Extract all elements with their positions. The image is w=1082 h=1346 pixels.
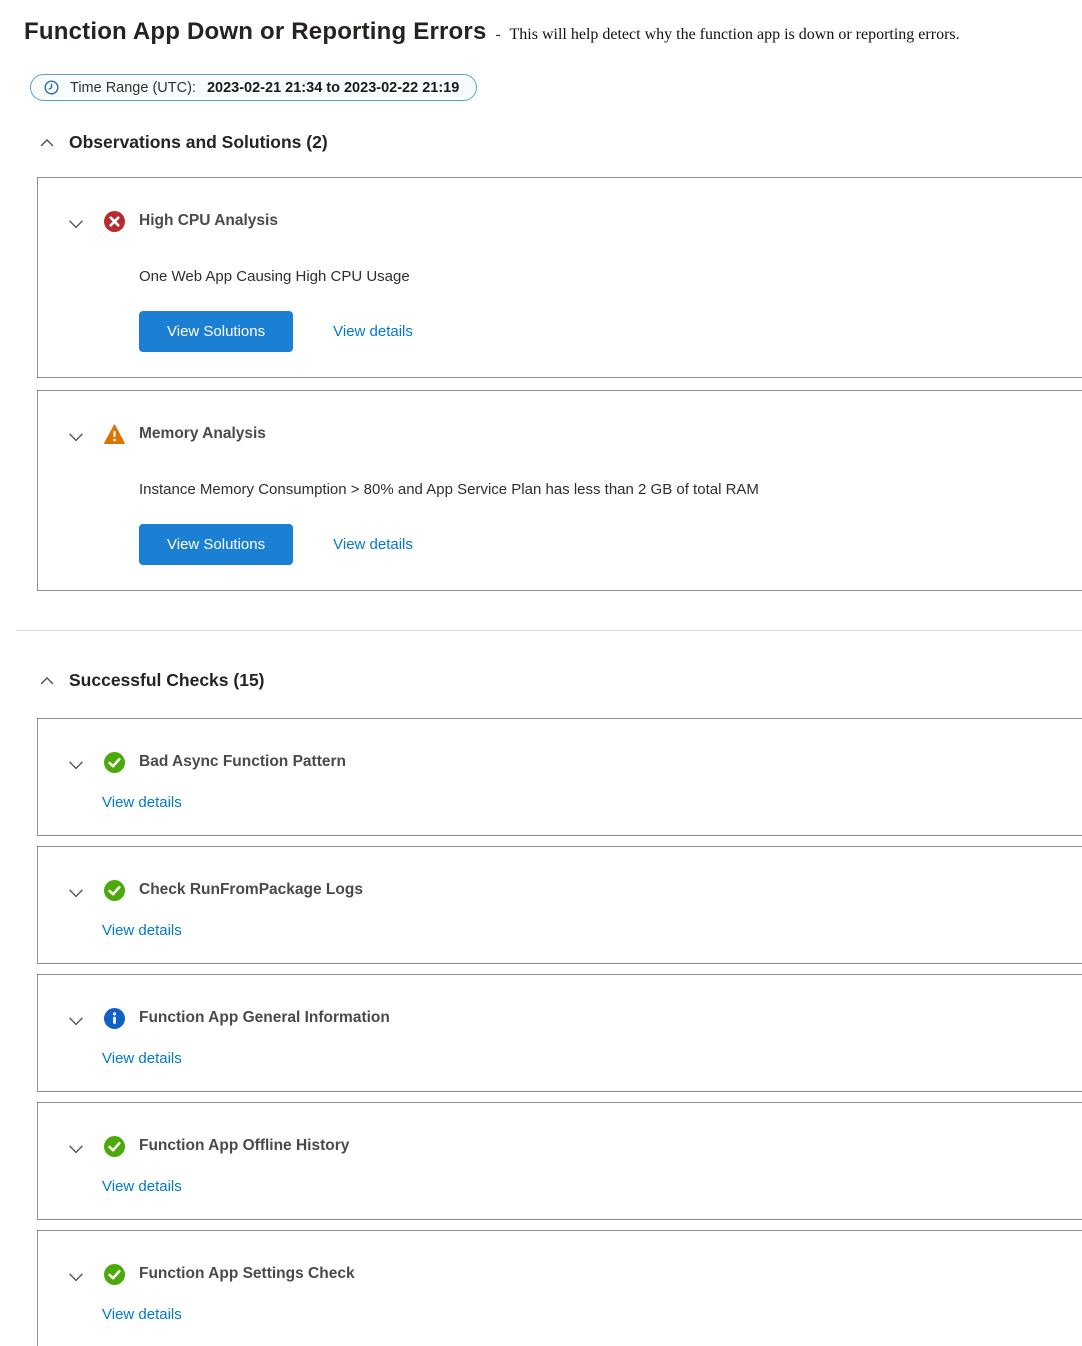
card-actions: View details [102,922,1082,939]
card-title: Function App Offline History [139,1137,350,1154]
page-title: Function App Down or Reporting Errors [24,18,487,45]
section-cards: High CPU Analysis One Web App Causing Hi… [37,177,1082,591]
card-actions: View details [102,794,1082,811]
card-actions: View details [102,1178,1082,1195]
section-divider [16,630,1082,631]
card-description: One Web App Causing High CPU Usage [139,268,410,285]
chevron-up-icon[interactable] [38,672,56,690]
check-card-success: Check RunFromPackage Logs View details [37,846,1082,964]
error-icon [104,210,125,232]
view-solutions-button[interactable]: View Solutions [139,524,294,565]
view-details-link[interactable]: View details [333,323,413,340]
section-successful-checks: Successful Checks (15) Bad Async Functio… [0,670,1082,1346]
card-header[interactable]: Function App General Information [66,1005,1082,1031]
card-actions: View details [102,1306,1082,1323]
chevron-down-icon[interactable] [66,427,86,447]
card-description: Instance Memory Consumption > 80% and Ap… [139,481,759,498]
card-title: High CPU Analysis [139,212,278,229]
check-card-success: Function App Settings Check View details [37,1230,1082,1346]
card-title: Memory Analysis [139,425,266,442]
view-details-link[interactable]: View details [102,1050,182,1067]
section-title: Observations and Solutions (2) [69,132,328,152]
card-header[interactable]: Function App Offline History [66,1133,1082,1159]
chevron-down-icon[interactable] [66,1267,86,1287]
page-header: Function App Down or Reporting Errors - … [24,18,1082,46]
view-details-link[interactable]: View details [102,922,182,939]
view-details-link[interactable]: View details [102,1178,182,1195]
clock-icon [44,80,59,95]
chevron-down-icon[interactable] [66,1011,86,1031]
section-header[interactable]: Successful Checks (15) [38,670,1082,691]
time-range-label: Time Range (UTC): [70,79,196,96]
card-title: Function App General Information [139,1009,390,1026]
info-icon [104,1007,125,1029]
card-header[interactable]: Function App Settings Check [66,1261,1082,1287]
sections-container: Observations and Solutions (2) High CPU … [0,132,1082,1346]
chevron-up-icon[interactable] [38,134,56,152]
section-title: Successful Checks (15) [69,670,265,690]
view-details-link[interactable]: View details [102,1306,182,1323]
card-header[interactable]: Memory Analysis [66,421,1082,447]
time-range-value: 2023-02-21 21:34 to 2023-02-22 21:19 [206,79,460,96]
card-title: Function App Settings Check [139,1265,355,1282]
card-header[interactable]: High CPU Analysis [66,208,1082,234]
section-observations: Observations and Solutions (2) High CPU … [0,132,1082,591]
page-subtitle: This will help detect why the function a… [509,26,960,43]
card-actions: View details [102,1050,1082,1067]
chevron-down-icon[interactable] [66,1139,86,1159]
card-header[interactable]: Check RunFromPackage Logs [66,877,1082,903]
section-header[interactable]: Observations and Solutions (2) [38,132,1082,153]
view-details-link[interactable]: View details [333,536,413,553]
success-icon [104,879,125,901]
warning-icon [104,424,125,445]
time-range-pill[interactable]: Time Range (UTC): 2023-02-21 21:34 to 20… [30,74,478,101]
card-title: Check RunFromPackage Logs [139,881,363,898]
card-actions: View Solutions View details [139,311,1082,352]
section-cards: Bad Async Function Pattern View details … [37,718,1082,1346]
card-header[interactable]: Bad Async Function Pattern [66,749,1082,775]
success-icon [104,1135,125,1157]
success-icon [104,1263,125,1285]
check-card-info: Function App General Information View de… [37,974,1082,1092]
view-details-link[interactable]: View details [102,794,182,811]
card-title: Bad Async Function Pattern [139,753,346,770]
card-actions: View Solutions View details [139,524,1082,565]
chevron-down-icon[interactable] [66,755,86,775]
check-card-success: Function App Offline History View detail… [37,1102,1082,1220]
view-solutions-button[interactable]: View Solutions [139,311,294,352]
check-card-warning: Memory Analysis Instance Memory Consumpt… [37,390,1082,591]
success-icon [104,751,125,773]
chevron-down-icon[interactable] [66,214,86,234]
title-separator: - [495,27,501,43]
detector-page: Function App Down or Reporting Errors - … [0,18,1082,1346]
chevron-down-icon[interactable] [66,883,86,903]
check-card-success: Bad Async Function Pattern View details [37,718,1082,836]
check-card-error: High CPU Analysis One Web App Causing Hi… [37,177,1082,378]
